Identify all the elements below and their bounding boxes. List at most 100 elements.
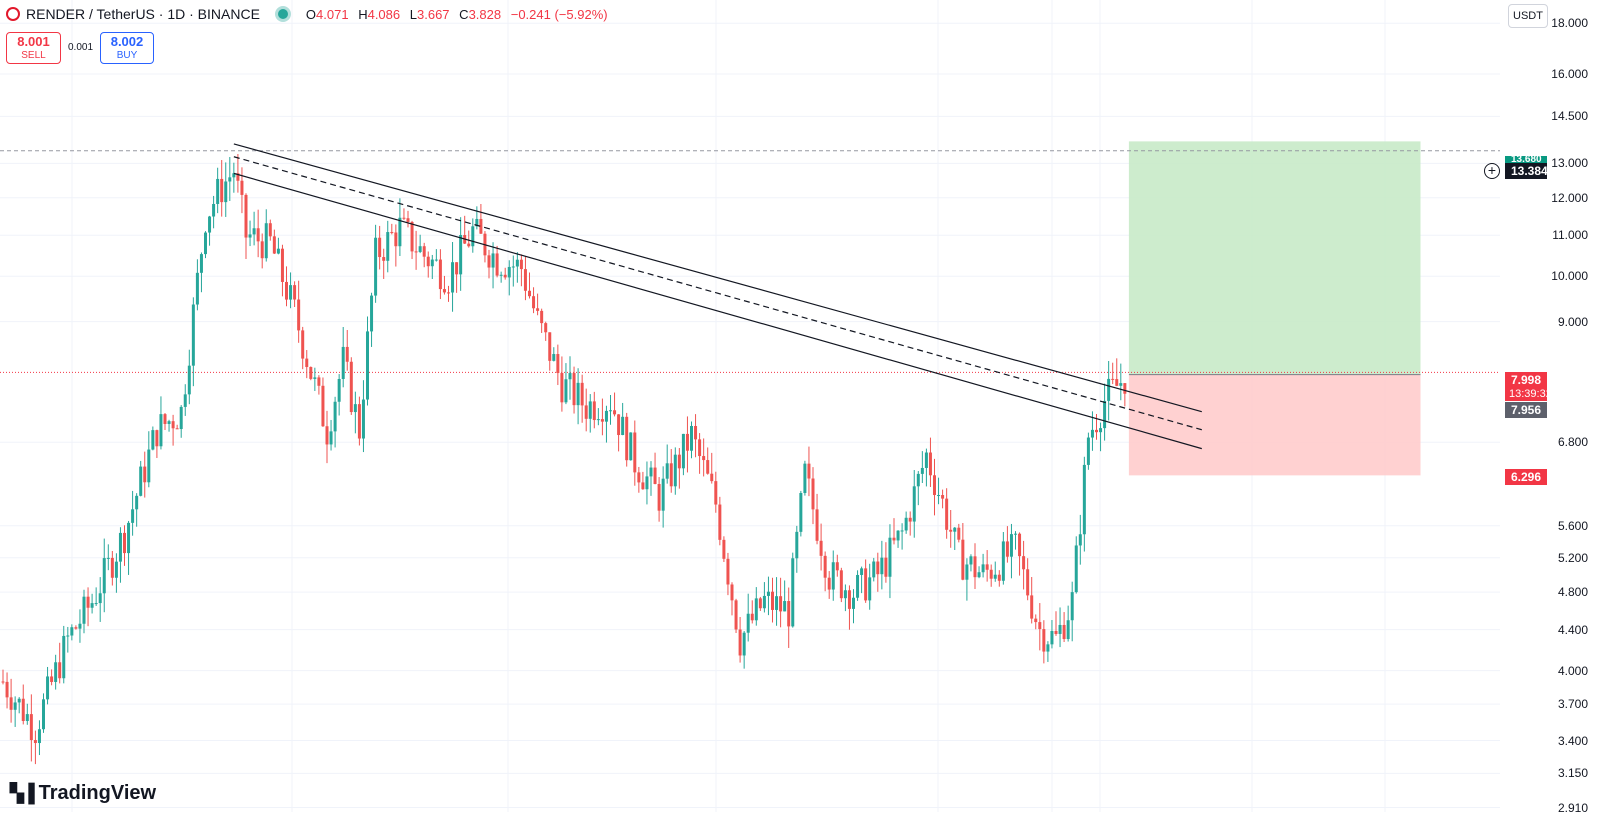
candle-body: [1030, 595, 1034, 619]
candle-body: [653, 467, 657, 484]
candle-body: [220, 178, 224, 203]
currency-selector[interactable]: USDT: [1508, 4, 1548, 28]
candle-body: [434, 259, 438, 261]
candle-body: [406, 218, 410, 222]
candle-body: [536, 308, 540, 311]
candle-body: [179, 406, 183, 430]
candle-body: [459, 235, 463, 275]
candle-body: [1014, 533, 1017, 535]
candle-body: [341, 346, 345, 379]
candle-body: [726, 558, 730, 585]
spread-value: 0.001: [68, 42, 94, 53]
candle-body: [617, 414, 621, 436]
candle-body: [106, 557, 110, 559]
candle-body: [576, 382, 580, 406]
candle-body: [637, 472, 641, 483]
candle-body: [884, 557, 888, 577]
candle-body: [442, 289, 446, 293]
candle-body: [264, 223, 268, 259]
add-alert-icon[interactable]: +: [1484, 163, 1500, 179]
buy-button[interactable]: 8.002 BUY: [100, 32, 154, 64]
candle-body: [584, 405, 588, 419]
candle-body: [42, 699, 45, 730]
price-change: −0.241 (−5.92%): [510, 6, 608, 22]
candle-body: [908, 517, 912, 522]
candle-body: [1082, 464, 1086, 535]
candle-body: [123, 532, 126, 554]
take-profit-tag: 13.680: [1505, 156, 1547, 166]
price-axis-label: 3.150: [1557, 766, 1588, 781]
candle-body: [171, 421, 175, 429]
candle-body: [382, 257, 386, 261]
candle-body: [293, 285, 297, 300]
candle-body: [147, 449, 151, 483]
candle-body: [807, 463, 811, 479]
candle-body: [236, 173, 240, 181]
candle-body: [742, 632, 746, 656]
candle-body: [1009, 534, 1013, 557]
candle-body: [199, 254, 203, 273]
candle-body: [244, 194, 248, 238]
candle-body: [1099, 428, 1103, 433]
candle-body: [110, 557, 114, 578]
candle-body: [252, 228, 256, 235]
price-axis-label: 14.500: [1551, 109, 1588, 124]
candle-body: [787, 601, 791, 627]
candle-body: [370, 295, 374, 332]
price-chart[interactable]: [0, 0, 1500, 812]
candle-body: [928, 452, 932, 476]
symbol-title[interactable]: RENDER / TetherUS · 1D · BINANCE: [26, 6, 260, 22]
sell-button[interactable]: 8.001 SELL: [6, 32, 61, 64]
candle-body: [690, 425, 693, 451]
candle-body: [596, 419, 600, 421]
candle-body: [301, 330, 305, 359]
tradingview-logo[interactable]: ▚▐ TradingView: [10, 782, 156, 805]
candle-body: [256, 228, 260, 242]
candle-body: [750, 613, 754, 621]
candle-body: [155, 430, 159, 447]
candle-body: [195, 272, 199, 305]
candle-body: [937, 495, 941, 497]
market-status-icon[interactable]: [277, 9, 288, 19]
trendline: [233, 156, 1202, 431]
candle-body: [856, 574, 860, 598]
candle-body: [366, 331, 369, 400]
candle-body: [665, 463, 669, 479]
ohlc-value: 3.667: [417, 6, 450, 22]
candle-body: [1034, 618, 1038, 623]
candle-body: [977, 572, 981, 578]
candle-body: [718, 504, 722, 540]
candle-body: [1107, 378, 1111, 401]
tradingview-logo-icon: ▚▐: [10, 783, 35, 803]
candle-body: [823, 555, 827, 578]
candle-body: [29, 714, 33, 741]
ohlc-key: H: [358, 6, 368, 22]
render-logo-icon: [6, 7, 20, 21]
candle-body: [961, 539, 965, 580]
candle-body: [208, 216, 212, 233]
candle-body: [843, 590, 847, 599]
bar-countdown: 13:39:32: [1505, 387, 1552, 401]
chart-area[interactable]: RENDER / TetherUS · 1D · BINANCE O4.071 …: [0, 0, 1500, 812]
candle-body: [479, 218, 483, 234]
candle-body: [532, 296, 536, 309]
candle-body: [661, 478, 665, 511]
candle-body: [1062, 624, 1066, 640]
candle-body: [438, 259, 442, 290]
candle-body: [212, 203, 216, 217]
candle-body: [455, 262, 459, 275]
candle-body: [54, 662, 58, 682]
candle-body: [345, 346, 349, 362]
candle-body: [633, 432, 637, 473]
candle-body: [835, 562, 839, 571]
candle-body: [957, 527, 961, 540]
candle-body: [965, 564, 969, 580]
candle-body: [766, 591, 770, 596]
candle-body: [625, 416, 629, 461]
candle-body: [710, 473, 714, 482]
candle-body: [349, 361, 353, 413]
candle-body: [1022, 556, 1026, 570]
candle-body: [86, 596, 90, 608]
candle-body: [880, 557, 884, 575]
candle-body: [58, 662, 62, 679]
